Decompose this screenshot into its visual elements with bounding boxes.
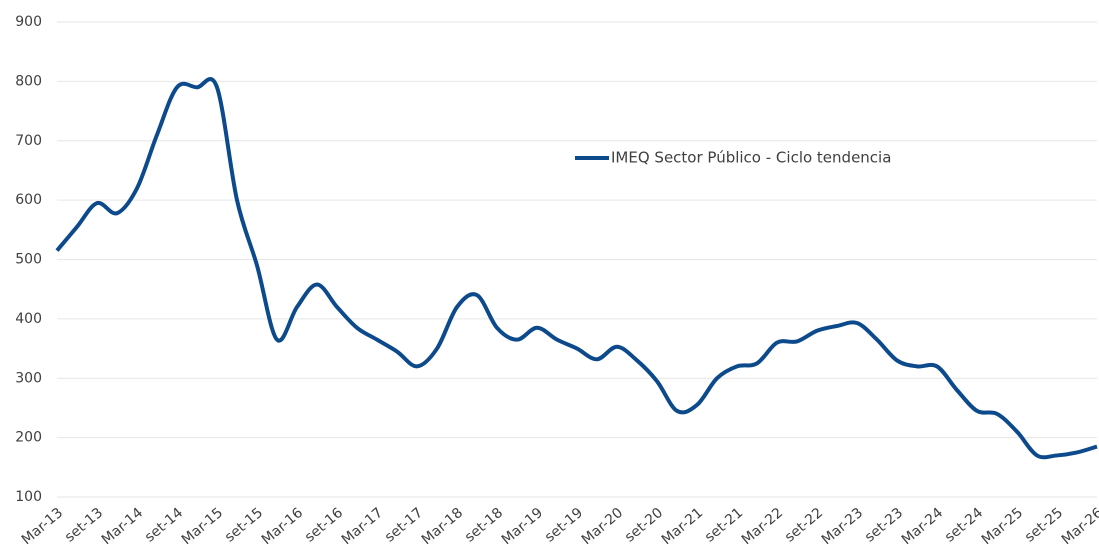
x-tick-label: set-16 — [302, 505, 346, 546]
y-tick-label: 300 — [15, 370, 42, 386]
x-tick-label: set-20 — [622, 505, 666, 546]
x-tick-label: set-23 — [862, 505, 906, 546]
y-tick-label: 800 — [15, 73, 42, 89]
x-tick-label: set-21 — [702, 505, 746, 546]
legend-label: IMEQ Sector Público - Ciclo tendencia — [611, 149, 891, 167]
x-tick-label: set-18 — [462, 505, 506, 546]
x-tick-label: Mar-25 — [979, 505, 1026, 548]
x-tick-label: set-24 — [942, 505, 986, 546]
y-tick-label: 200 — [15, 430, 42, 446]
x-tick-label: Mar-22 — [739, 505, 786, 548]
x-tick-label: set-15 — [222, 505, 266, 546]
x-tick-label: Mar-20 — [579, 505, 626, 548]
y-tick-label: 600 — [15, 192, 42, 208]
x-tick-label: Mar-19 — [499, 505, 546, 548]
x-tick-label: Mar-18 — [419, 505, 466, 548]
x-tick-label: set-22 — [782, 505, 826, 546]
x-tick-label: set-13 — [62, 505, 106, 546]
y-tick-label: 700 — [15, 133, 42, 149]
y-tick-label: 400 — [15, 311, 42, 327]
x-tick-label: set-17 — [382, 505, 426, 546]
x-tick-label: Mar-14 — [99, 505, 146, 548]
y-tick-label: 100 — [15, 489, 42, 505]
x-tick-label: Mar-26 — [1059, 505, 1099, 548]
x-tick-label: Mar-17 — [339, 505, 386, 548]
y-tick-label: 500 — [15, 252, 42, 268]
x-tick-label: set-19 — [542, 505, 586, 546]
y-tick-label: 900 — [15, 14, 42, 30]
x-tick-label: Mar-15 — [179, 505, 226, 548]
x-tick-label: Mar-13 — [19, 505, 66, 548]
x-tick-label: set-14 — [142, 505, 186, 546]
x-tick-label: set-25 — [1022, 505, 1066, 546]
x-tick-label: Mar-21 — [659, 505, 706, 548]
x-tick-label: Mar-16 — [259, 505, 306, 548]
line — [55, 77, 1098, 460]
x-tick-label: Mar-23 — [819, 505, 866, 548]
x-tick-label: Mar-24 — [899, 505, 946, 548]
